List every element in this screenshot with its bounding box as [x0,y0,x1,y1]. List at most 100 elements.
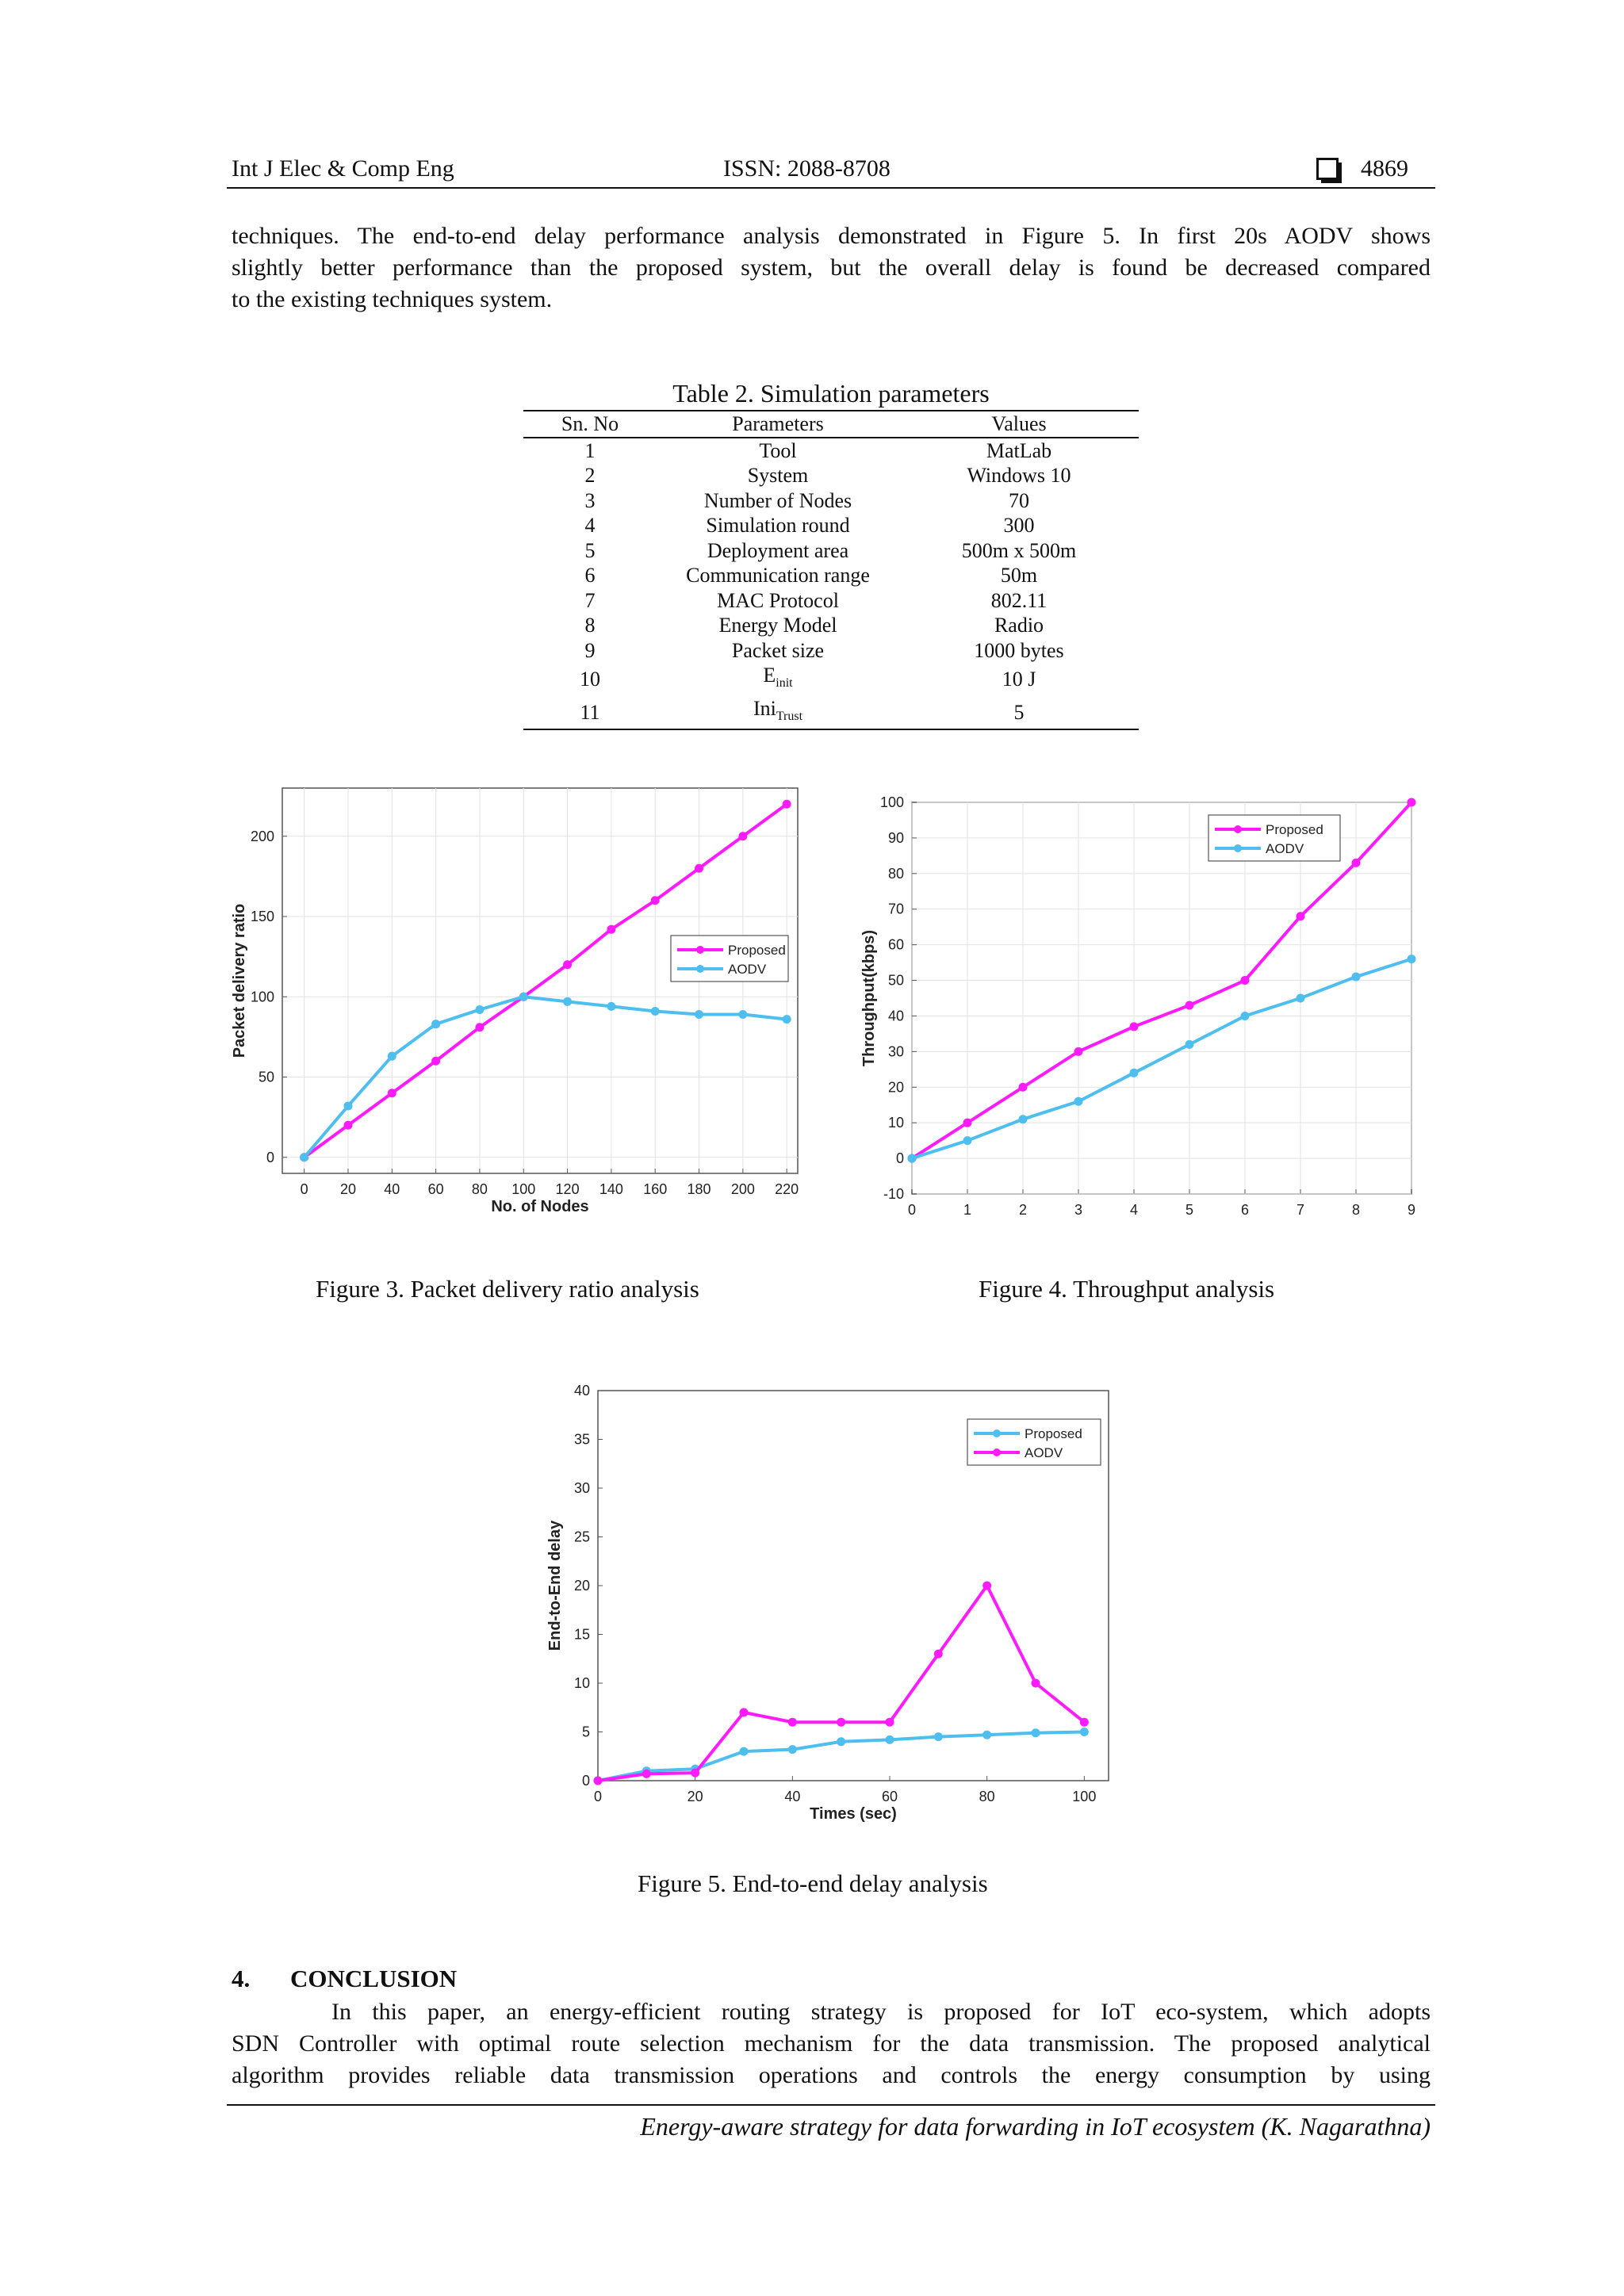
data-point-proposed [695,863,704,873]
data-point-proposed [837,1737,846,1747]
row-value: 70 [899,488,1139,514]
row-parameter-text: Tool [759,438,797,462]
row-parameter-text: Energy Model [718,614,837,637]
data-point-aodv [1407,955,1416,964]
data-point-aodv [782,1015,791,1024]
x-tick-label: 6 [1241,1202,1249,1218]
y-tick-label: 100 [251,989,274,1004]
y-tick-label: 0 [266,1150,274,1165]
row-parameter-text: Communication range [686,564,870,587]
data-point-aodv [1129,1068,1139,1077]
row-value-text: Radio [994,614,1044,637]
data-point-proposed [1296,912,1305,921]
figure-5-caption: Figure 5. End-to-end delay analysis [638,1869,988,1897]
x-axis-label: Times (sec) [810,1805,897,1823]
x-tick-label: 220 [775,1181,799,1197]
y-tick-label: 90 [888,830,904,846]
table-row: 2 System Windows 10 [523,463,1139,488]
data-point-aodv [563,997,573,1006]
data-point-proposed [563,960,573,970]
series-line-aodv [303,995,787,1159]
column-header: Values [899,410,1139,438]
table-row: 6 Communication range 50m [523,563,1139,588]
data-point-proposed [1018,1082,1028,1092]
row-number-text: 4 [584,514,596,537]
row-parameter: IniTrust [657,695,899,731]
section-title: CONCLUSION [290,1965,458,1992]
y-axis-label: Packet delivery ratio [231,904,248,1058]
figure-5-chart: 0 20 40 60 80 100 0 5 10 15 20 25 30 35 40 Times (sec) E… [546,1383,1109,1823]
y-tick-label: 30 [888,1043,904,1059]
row-number: 4 [523,513,657,538]
simulation-parameters-table: Sn. No Parameters Values 1 Tool MatLab 2 Sys… [523,410,1139,731]
y-tick-label: 15 [574,1627,590,1643]
legend-marker [696,965,704,973]
legend-label: Proposed [1266,822,1323,837]
x-tick-label: 200 [731,1181,755,1197]
row-value-text: 300 [1003,514,1035,537]
row-number-text: 9 [584,638,596,662]
row-parameter: Energy Model [657,613,899,638]
legend-box [1208,814,1341,862]
table-row: 3 Number of Nodes 70 [523,488,1139,514]
data-point-aodv [933,1649,943,1659]
data-point-aodv [650,1006,660,1016]
row-value: MatLab [899,438,1139,464]
y-tick-label: 50 [259,1070,274,1085]
text-line: algorithm provides reliable data transmi… [232,2062,1431,2088]
row-parameter: Communication range [657,563,899,588]
row-value: 300 [899,513,1139,538]
running-footer: Energy-aware strategy for data forwardin… [640,2112,1431,2141]
y-tick-label: 150 [251,909,274,924]
text-line: to the existing techniques system. [232,286,553,312]
row-parameter-text: Ini [753,696,776,720]
data-point-aodv [837,1717,846,1727]
y-tick-label: 40 [574,1383,590,1399]
data-point-proposed [982,1730,992,1739]
text-line: SDN Controller with optimal route select… [232,2030,1431,2057]
row-value: 1000 bytes [899,638,1139,664]
data-point-aodv [739,1708,749,1717]
data-point-aodv [691,1768,700,1777]
x-tick-label: 160 [643,1181,667,1197]
row-value: 50m [899,563,1139,588]
data-point-proposed [738,832,748,841]
intro-paragraph: techniques. The end-to-end delay perform… [232,220,1431,316]
row-parameter: Deployment area [657,538,899,564]
y-axis-label: End-to-End delay [546,1520,564,1651]
row-number: 2 [523,463,657,488]
data-point-aodv [607,1001,616,1011]
text-line: slightly better performance than the pro… [232,254,1431,281]
journal-name: Int J Elec & Comp Eng [232,155,454,182]
row-number: 11 [523,695,657,731]
row-number: 9 [523,638,657,664]
row-parameter: System [657,463,899,488]
legend-label: AODV [1025,1445,1063,1460]
y-tick-label: 30 [574,1480,590,1496]
data-point-aodv [885,1717,894,1727]
data-point-proposed [1079,1728,1089,1736]
row-parameter: Number of Nodes [657,488,899,514]
table-row: 1 Tool MatLab [523,438,1139,464]
x-tick-label: 60 [882,1789,898,1804]
row-value: 500m x 500m [899,538,1139,564]
figure-4-chart: 0 1 2 3 4 5 6 7 8 9-100102030405060708090100Throu… [860,794,1416,1218]
y-tick-label: -10 [883,1186,904,1202]
row-number-text: 6 [584,564,596,587]
row-parameter: Tool [657,438,899,464]
y-tick-label: 20 [888,1079,904,1095]
row-number: 5 [523,538,657,564]
data-point-aodv [695,1010,704,1020]
y-tick-label: 40 [888,1008,904,1024]
parameter-subscript: Trust [776,709,803,723]
y-tick-label: 60 [888,937,904,953]
y-tick-label: 50 [888,973,904,989]
data-point-proposed [431,1056,441,1066]
x-tick-label: 4 [1130,1202,1138,1218]
x-tick-label: 100 [511,1181,535,1197]
data-point-aodv [387,1051,396,1061]
row-parameter-text: Simulation round [706,514,850,537]
legend-marker [696,946,704,954]
x-tick-label: 2 [1019,1202,1027,1218]
data-point-proposed [1074,1047,1083,1056]
